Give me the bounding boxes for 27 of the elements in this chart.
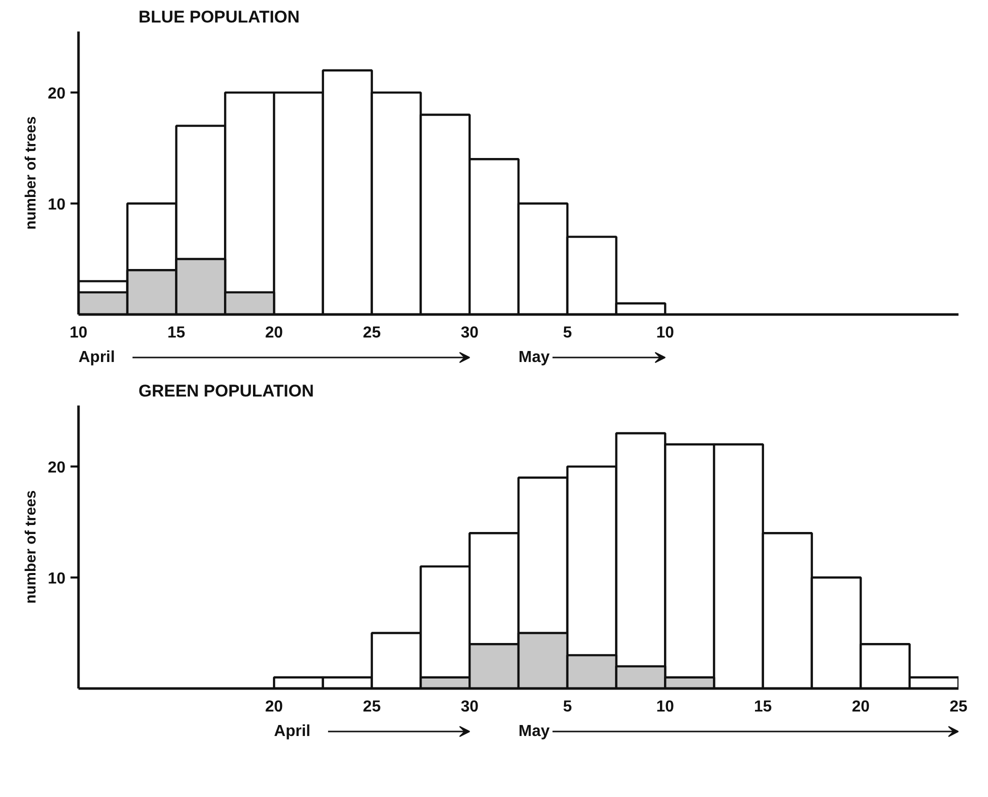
x-tick-label: 25: [362, 324, 381, 342]
y-axis-title: number of trees: [22, 116, 40, 230]
x-tick-label: 25: [362, 698, 381, 716]
x-tick-label: 20: [852, 698, 870, 716]
chart-title: BLUE POPULATION: [138, 8, 300, 26]
text: April: [78, 349, 115, 366]
y-tick-label: 10: [48, 196, 66, 214]
y-tick-label: 20: [48, 86, 66, 103]
x-tick-label: 20: [265, 698, 284, 716]
y-axis-title: number of trees: [22, 490, 40, 604]
x-tick-label: 25: [950, 698, 968, 716]
x-tick-label: 20: [265, 324, 284, 342]
y-tick-label: 10: [48, 570, 66, 588]
chart-title: GREEN POPULATION: [138, 382, 314, 400]
x-tick-label: 5: [562, 324, 572, 342]
x-tick-label: 15: [167, 324, 186, 342]
text: May: [518, 349, 550, 366]
x-tick-label: 10: [70, 324, 88, 342]
x-tick-label: 10: [656, 698, 674, 716]
x-tick-label: 15: [754, 698, 772, 716]
x-tick-label: 10: [656, 324, 674, 342]
text: April: [274, 723, 311, 740]
x-tick-label: 30: [460, 698, 479, 716]
x-tick-label: 5: [562, 698, 572, 716]
text: May: [518, 723, 550, 740]
x-tick-label: 30: [460, 324, 479, 342]
y-tick-label: 20: [48, 460, 66, 477]
